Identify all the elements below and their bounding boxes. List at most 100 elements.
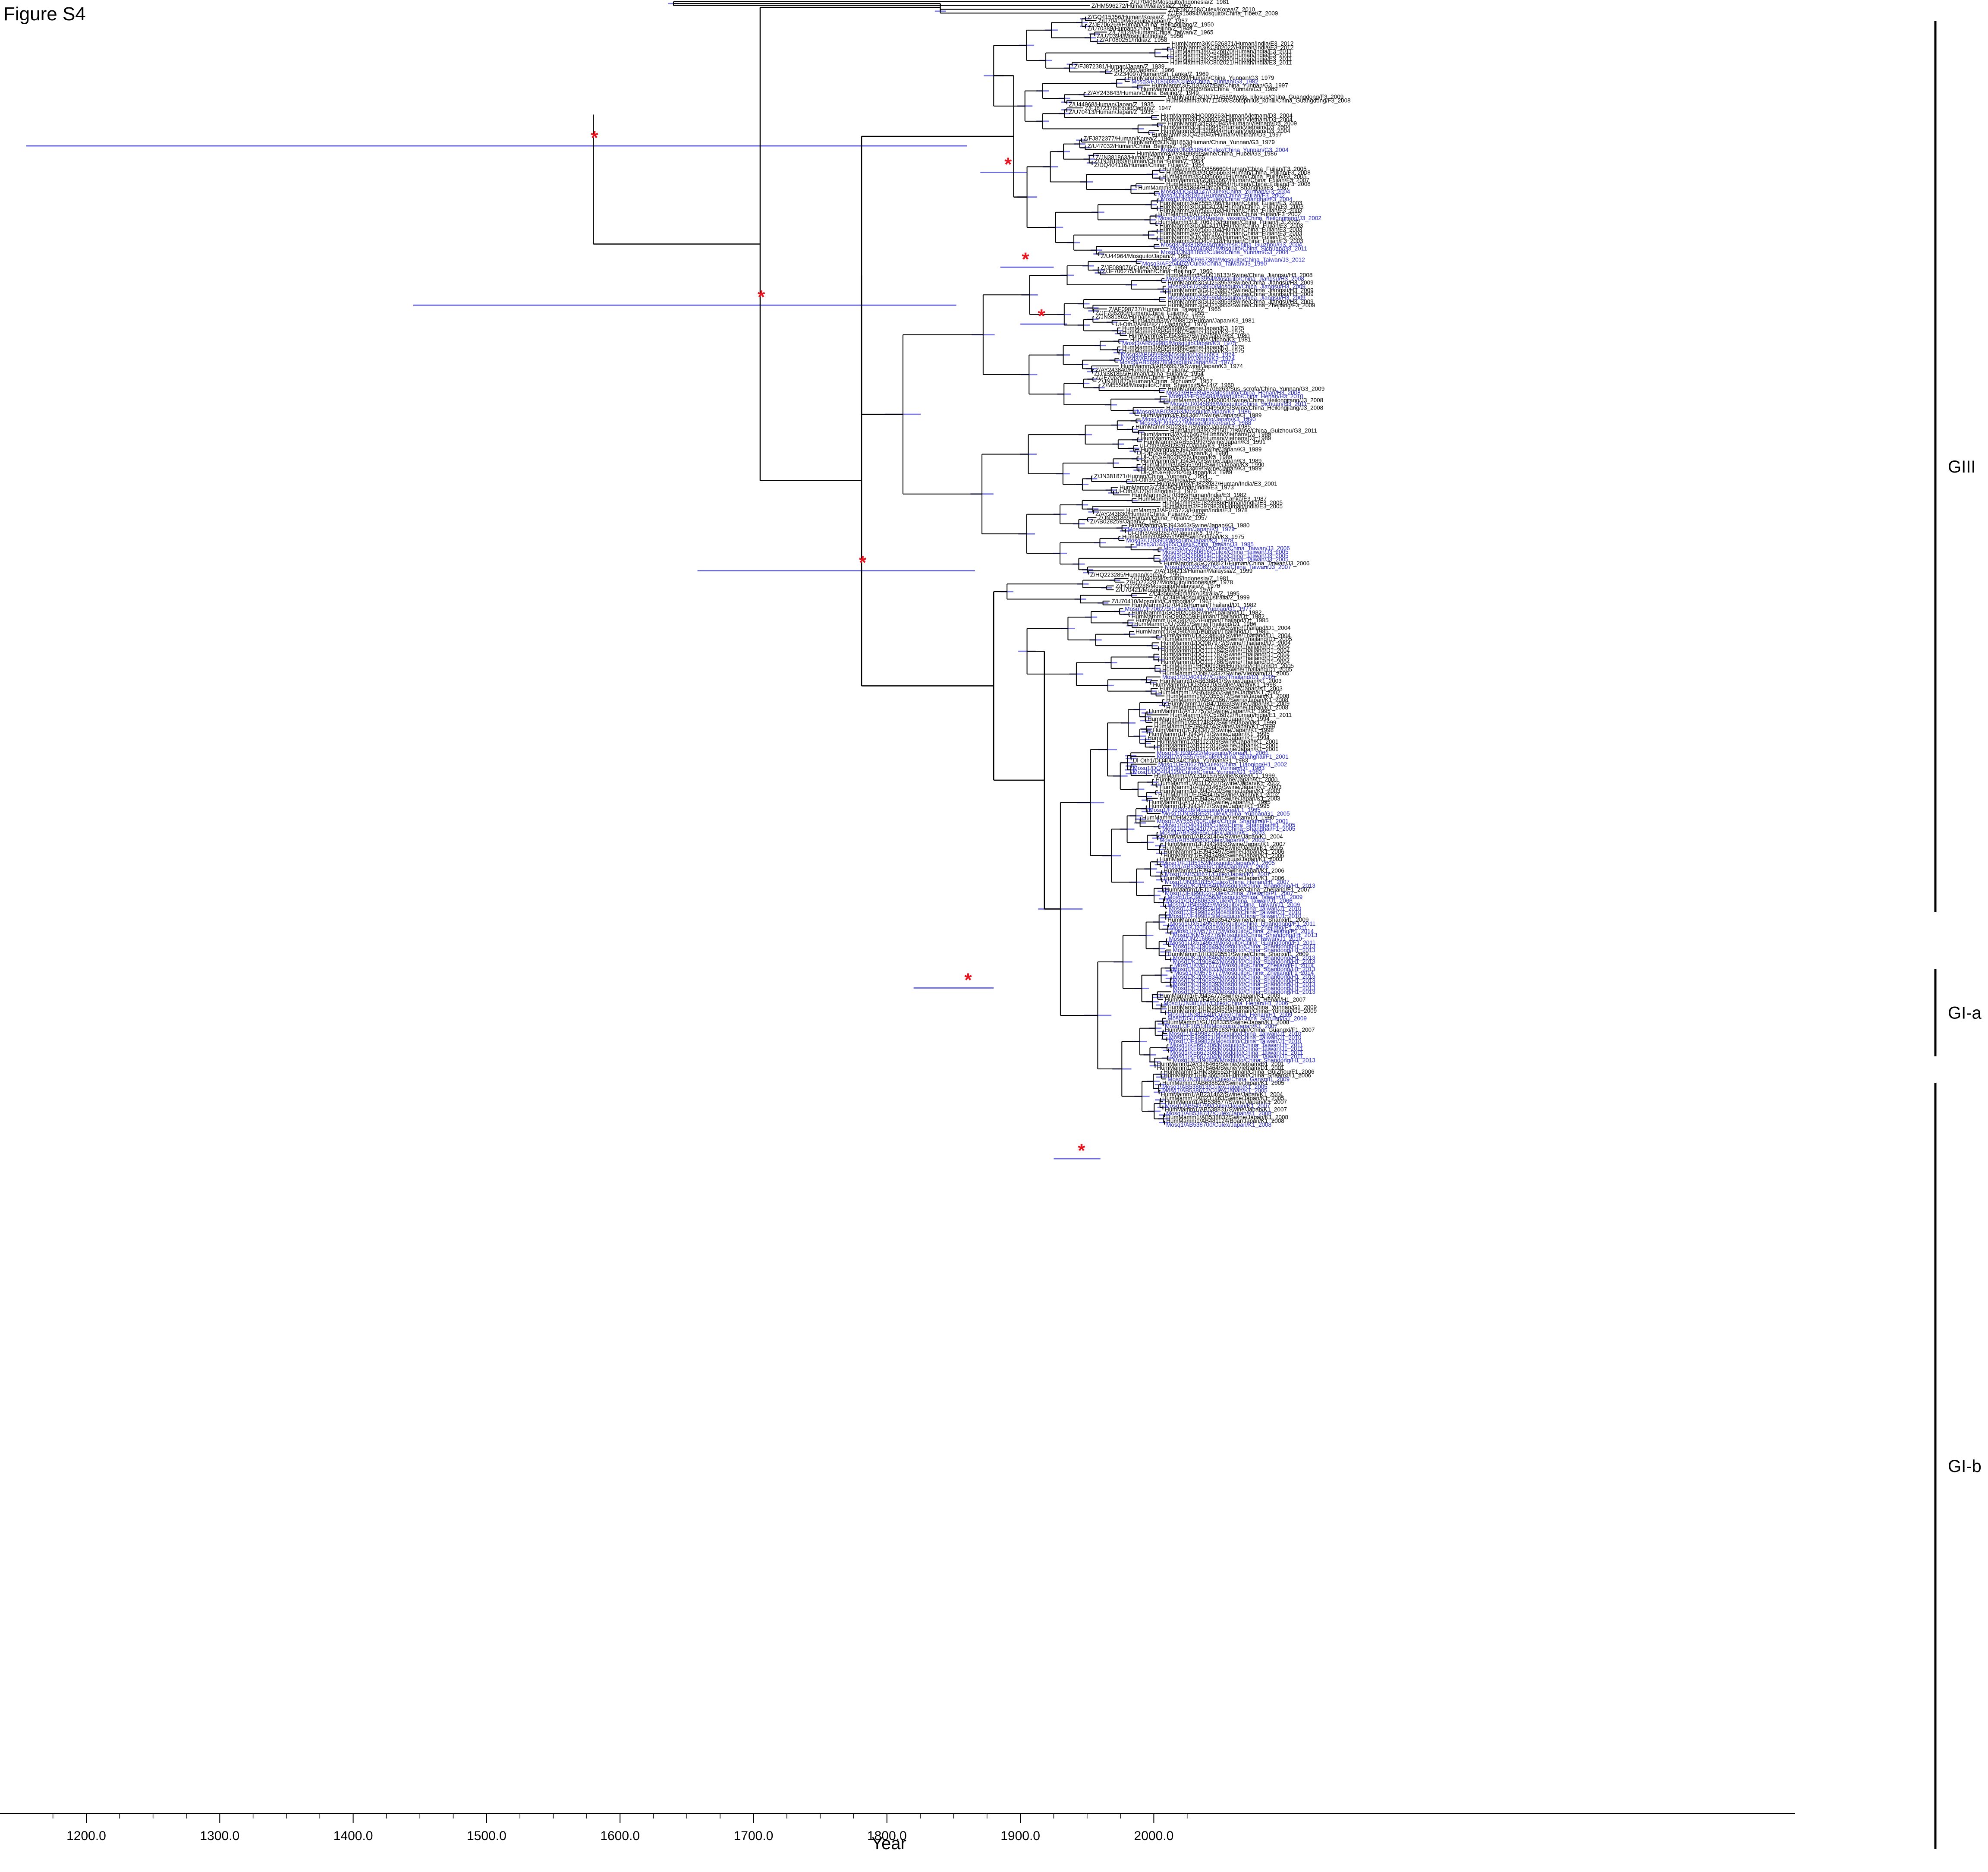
tip-label: Mosq1/JF499826/Mosquito/China_Taiwan/J1_…: [1169, 1038, 1301, 1044]
tip-label: Mosq1/AB538671/Culex/Japan/K1_2007: [1165, 871, 1270, 878]
tip-label: HumMamm1/U70416/Human/Thailand/D1_1982: [1132, 602, 1257, 608]
tip-label: HumMamm3/GQ495004/Swine/China_Heilongjia…: [1166, 397, 1323, 403]
tip-label: Mosq3/GQ260627/Culex/China_Taiwan/J3_200…: [1165, 564, 1291, 570]
tip-label: Mosq1/JX514953/Mosquito/China_Guangdong/…: [1170, 939, 1315, 946]
x-tick-label: 1900.0: [1000, 1829, 1040, 1843]
tip-label: Ul-Oth3/AB028268/Japan/K3_1989: [1141, 469, 1232, 476]
tip-label: HumMamm3/AB551991/Swine/Japan/K3_1990: [1142, 461, 1264, 468]
tip-label: Z/M55506/Mosquito/China_Shaanxi/SA-14/Z_…: [1102, 382, 1234, 388]
tip-label: Mosq1/DQ404107/Culex/China_Shanghai/F1_2…: [1162, 826, 1295, 832]
tip-label: HumMamm1/GQ902058/Swine/Thailand/D1_1982: [1132, 609, 1262, 616]
tip-label: HumMamm1/AB112704/Swine/Japan/K1_2001: [1157, 746, 1278, 753]
clade-bars: GIII GI-a GI-b: [1934, 20, 1982, 1849]
tip-label: HumMamm3/FJ823987/Human/India/E3_2001: [1157, 480, 1277, 487]
tip-label: HumMamm3/DQ404118/Human/China_Fujian/F3_…: [1160, 238, 1303, 244]
tip-label: HumMamm3/JF320946/Human/Vietnam/D3_2004: [1161, 124, 1290, 130]
tip-label: Mosq1/KM576777/Mosquito/China_Zhejiang/F…: [1174, 970, 1314, 976]
tip-label: Z/AY243840/Human/China_Fujian/Z_1955: [1095, 367, 1205, 373]
tip-label: Z/FJ872377/Human/Korea/Z_1946: [1083, 135, 1173, 142]
tip-labels: Z/U70406/Mosquito/Indonesia/Z_1981Z/HM59…: [1069, 0, 1350, 1128]
branches: [593, 1, 1173, 1125]
tip-label: HumMamm3/GQ856662/Human/China_Fujian/F3_…: [1165, 177, 1309, 183]
tip-label: HumMamm3/AB569979/Swine/Japan/K3_1974: [1121, 363, 1243, 369]
tip-label: HumMamm3/JF320945/Human/Vietnam/D3_2009: [1167, 120, 1297, 126]
tip-label: HumMamm1/HM366550/Human/China_Shaanxi/I1…: [1164, 1072, 1311, 1079]
tip-label: Mosq1/FJ938218/Mosquito/Korea/L1_1995: [1149, 807, 1261, 813]
tip-label: Z/S47265/Japan/Z_1966: [1110, 67, 1174, 73]
tip-label: Z/AF080251/India/Z_1958: [1099, 37, 1167, 43]
tip-label: HumMamm1/AB538677/Swine/Japan/K1_2007: [1165, 1099, 1287, 1105]
tip-label: Z/FJ872378/Equid/Japan/Z_1947: [1085, 105, 1171, 111]
tip-label: HumMamm1/FJ943477/Swine/Japan/K1_2003: [1160, 993, 1280, 999]
tip-label: HumMamm1/AY377578/Swine/Japan/K1_1995: [1149, 799, 1271, 806]
tip-label: HumMamm1/AY376464/Swine/Vietnam/D1_2001: [1157, 1065, 1284, 1071]
support-markers: * * * * * * * *: [591, 127, 1085, 1161]
tip-label: HumMamm3/AB569981/Swine/Japan/K3_1975: [1122, 329, 1244, 335]
tip-label: HumMamm1/GU205163/Human/China_Guangxi/F1…: [1165, 1027, 1315, 1033]
tip-label: Z/L47349/Mosquito/Australia/Z_1999: [1154, 594, 1249, 601]
tip-label: Mosq1/JN216868/Mosquito/China_Taiwan/J1_…: [1169, 936, 1302, 942]
tip-label: HumMamm1/DQ355369/Swine/Japan/K1_2003: [1160, 685, 1283, 692]
tip-label: Mosq1/JF499824/Mosquito/China_Taiwan/J1_…: [1169, 905, 1301, 912]
tip-label: Mosq3/AB569985/Mosquito/Japan/K3_1975: [1122, 340, 1236, 347]
tip-label: Z/JN381869/Human/China_Fujian/Z_1957: [1098, 514, 1208, 521]
tip-label: HumMamm3/GU253956/Swine/China_Zhejiang/F…: [1167, 302, 1315, 309]
tip-label: HumMamm1/HM204528/Human/China_Yunnan/G1_…: [1167, 1004, 1317, 1010]
tip-label: Z/JF706263/Human/China_Fujian/Z_1955: [1095, 374, 1204, 381]
tip-label: HumMamm3/GQ856664/Human/China_Fujian/F3_…: [1166, 181, 1311, 187]
tip-label: Mosq1/JF499821/Mosquito/China_Taiwan/J1_…: [1169, 1034, 1301, 1041]
tip-label: Z/JN381863/Human/China_Fujian/Z_1955: [1095, 154, 1205, 161]
tip-label: Mosq3/KF667309/Mosquito/China_Taiwan/J3_…: [1172, 257, 1305, 263]
tip-label: Mosq3/GU253950/Mosquito/China_Jiangsu/H3…: [1167, 283, 1305, 290]
tip-label: Mosq1/AB538660/Culex/Japan/K1_2003: [1160, 837, 1265, 844]
tip-label: HumMamm1/DQ238601/Swine/Thailand/D1_2005: [1162, 636, 1292, 643]
tip-label: HumMamm1/AB231464/Swine/Japan/K1_2004: [1161, 833, 1283, 840]
tip-label: HumMamm3/FJ185037/Bat/China_Yunnan/G3_19…: [1151, 82, 1288, 88]
x-tick-label: 1400.0: [333, 1829, 373, 1843]
tip-label: Mosq3/JN381867/Human/China_Fujian/F3_200…: [1158, 192, 1285, 199]
tip-label: HumMamm1/KC526872/Human/India/E1_2011: [1170, 712, 1292, 719]
tip-label: HumMamm1/AB112705/Swine/Japan/K1_2001: [1157, 742, 1278, 749]
tip-label: Z/L43566/Human/Australia/Z_1995: [1149, 590, 1239, 597]
tip-label: HumMamm1/DQ111787/Swine/Thailand/D1_2004: [1161, 651, 1290, 658]
x-axis-title: Year: [871, 1834, 906, 1853]
tip-label: Mosq1/JN381837/Culex/China_Henan/H1_2006: [1164, 1000, 1288, 1007]
tip-label: HumMamm3/U70395/Human/Sri_Lanka/E3_1987: [1138, 495, 1267, 502]
figure-label: Figure S4: [3, 3, 86, 25]
tip-label: HumMamm3/JN381853/Human/China_Yunnan/G3_…: [1127, 139, 1274, 145]
tip-label: HumMamm3/FJ979830/Human/India/E3_2005: [1162, 503, 1283, 510]
tip-label: Mosq3/JX045837/Mosquito/China_Sichuan/G3…: [1170, 245, 1307, 252]
tip-label: Mosq1/JX514951/Mosquito/China_Guangdong/…: [1170, 920, 1315, 927]
tip-label: Mosq1/AB538737/Culex/Japan/K1_2008: [1166, 1110, 1271, 1116]
tip-label: HumMamm1/FJ943471/Swine/Japan/K1_1995: [1149, 731, 1270, 737]
support-marker: *: [859, 552, 867, 574]
tip-label: HumMamm3/HQ009264/Human/Vietnam/D3_2004: [1161, 116, 1293, 123]
tip-label: HumMamm1/HQ009266/Human/Vietnam/D1_2005: [1162, 662, 1294, 669]
tip-label: Z/JF706275/Human/China_Beijing/Z_1960: [1102, 268, 1213, 274]
tip-label: Z/JN381871/Human/China_Yunnan/Z_1954: [1094, 473, 1208, 479]
tip-label: HumMamm1/GU108335/Swine/Japan/K1_2008: [1166, 1019, 1289, 1026]
tip-label: HumMamm3/KC802022/Human/India/E3_2012: [1172, 44, 1294, 50]
tip-label: HumMamm3/JF706263/Sus_scrofa/China_Yunna…: [1167, 386, 1324, 392]
tip-label: HumMamm3/KC802021/Human/India/E3_2011: [1170, 60, 1292, 66]
tip-label: HumMamm1/FJ943474/Swine/Japan/K1_1999: [1154, 723, 1275, 730]
tip-label: HumMamm3/GQ495005/Swine/China_Heilongjia…: [1166, 405, 1323, 411]
tip-label: Z/JF706280/Human/China_Fujian/Z_1955: [1095, 310, 1204, 316]
tip-label: HumMamm1/FJ943475/Swine/Japan/K1_2002: [1158, 791, 1279, 798]
tip-label: Ul-Oth3/AB028266/Japan/K3_1989: [1141, 454, 1232, 460]
tip-label: Z/U70408/Mosquito/Indonesia/Z_1981: [1130, 575, 1230, 582]
tip-label: Mosq1/KJ190849/Mosquito/China_Shandong/H…: [1173, 943, 1315, 950]
tip-label: HumMamm1/DQ355372/Swine/Japan/K1_2008: [1166, 693, 1289, 700]
tip-label: HumMamm3/FJ185039/Human/China_Yunnan/G3_…: [1127, 75, 1274, 81]
tip-label: Ul-Oth3/Z34094/India/E3_1982: [1132, 477, 1212, 483]
tip-label: HumMamm1/JF495189/Swine/China_Henan/H1_2…: [1165, 996, 1305, 1003]
tip-label: HumMamm3/KC915017/Swine/China_Guizhou/G3…: [1170, 427, 1317, 434]
tip-label: HumMamm3/AF075723/Human/India/E3_1978: [1126, 507, 1247, 514]
tip-label: Z/U47032/Human/China_Beijing/Z_1949: [1088, 143, 1192, 149]
tip-label: Mosq1/KJ190842/Mosquito/China_Shandong/H…: [1173, 958, 1315, 965]
tip-label: HumMamm3/U70393/Human/India/E3_1982: [1132, 492, 1246, 498]
tip-label: Z/U70394/Mosquito/India/Z_1956: [1097, 33, 1183, 39]
tip-label: Mosq1/FJ185152/Mosquito/Japan/K1_2005: [1162, 860, 1275, 866]
tip-label: Mosq1/KJ190833/Mosquito/China_Shandong/H…: [1173, 966, 1315, 972]
tip-label: Mosq1/GQ260633/Culex/China_Taiwan/J1_200…: [1166, 898, 1293, 904]
